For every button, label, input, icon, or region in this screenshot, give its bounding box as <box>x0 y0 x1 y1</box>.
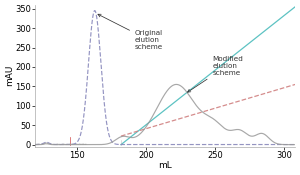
Text: Original
elution
scheme: Original elution scheme <box>98 14 163 50</box>
Y-axis label: mAU: mAU <box>5 65 14 86</box>
X-axis label: mL: mL <box>158 161 172 170</box>
Text: Modified
elution
scheme: Modified elution scheme <box>188 55 243 92</box>
